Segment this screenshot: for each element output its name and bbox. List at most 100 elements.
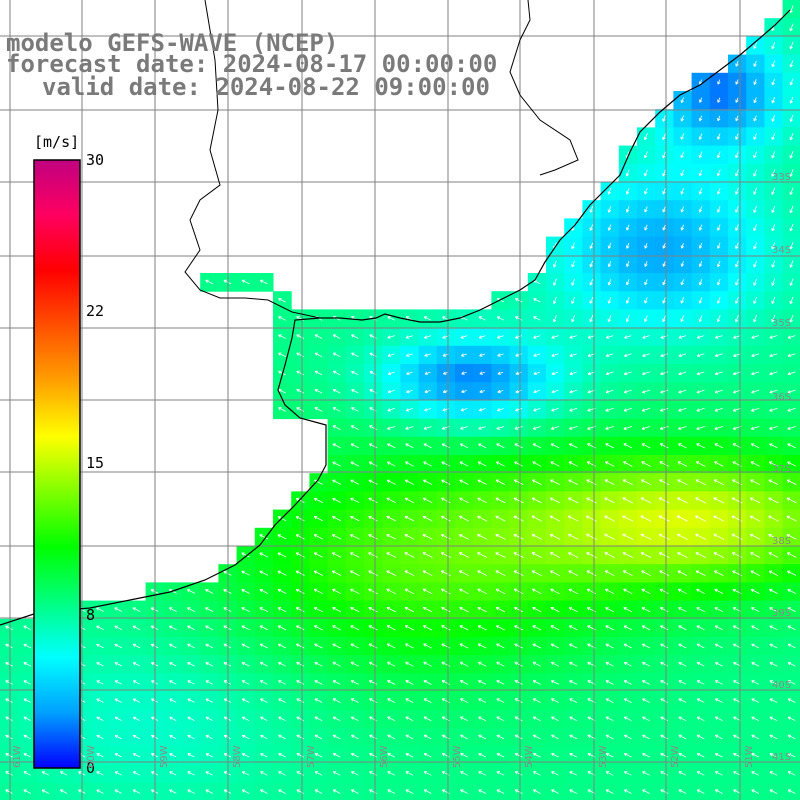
wind-arrow: [296, 753, 304, 758]
wind-arrow: [715, 716, 723, 722]
wind-arrow-head: [750, 443, 754, 447]
wind-arrow: [532, 443, 541, 449]
wind-arrow: [277, 552, 287, 558]
wind-arrow: [608, 279, 612, 286]
wind-arrow: [386, 534, 397, 540]
wind-arrow-head: [350, 443, 354, 447]
wind-arrow: [751, 335, 760, 339]
wind-arrow: [477, 607, 487, 613]
wind-arrow-head: [332, 698, 336, 702]
wind-arrow: [569, 662, 578, 667]
wind-arrow: [551, 426, 560, 430]
wind-arrow: [717, 206, 721, 213]
wind-arrow-head: [332, 443, 335, 447]
wind-arrow-head: [350, 534, 353, 538]
wind-arrow-head: [496, 316, 500, 320]
wind-arrow: [533, 753, 541, 758]
wind-arrow: [571, 314, 575, 323]
wind-cell: [782, 455, 800, 474]
wind-arrow-head: [405, 335, 409, 339]
wind-arrow-head: [479, 373, 483, 375]
wind-arrow-head: [187, 789, 190, 793]
wind-arrow: [514, 771, 523, 776]
wind-arrow: [751, 734, 760, 740]
wind-arrow: [296, 498, 305, 503]
wind-arrow: [787, 753, 796, 758]
wind-arrow: [714, 407, 723, 412]
wind-arrow-head: [223, 643, 226, 647]
wind-arrow: [41, 771, 50, 776]
wind-arrow: [605, 734, 614, 740]
wind-arrow-head: [459, 588, 462, 592]
wind-arrow-head: [735, 264, 739, 268]
wind-arrow: [714, 461, 724, 467]
wind-arrow-head: [660, 662, 663, 666]
wind-arrow: [533, 389, 541, 393]
wind-arrow-head: [787, 607, 790, 611]
wind-arrow: [626, 151, 630, 159]
wind-arrow-head: [717, 81, 721, 85]
wind-arrow-head: [771, 246, 775, 250]
wind-arrow: [478, 643, 487, 649]
wind-arrow-head: [751, 371, 754, 375]
wind-arrow: [5, 680, 13, 685]
wind-arrow-head: [605, 643, 608, 647]
wind-arrow-head: [187, 753, 190, 757]
wind-arrow: [550, 461, 560, 467]
wind-arrow-head: [626, 191, 630, 195]
wind-arrow-head: [735, 118, 739, 122]
wind-arrow: [495, 588, 506, 595]
wind-arrow: [550, 497, 561, 504]
wind-arrow-head: [350, 643, 353, 647]
wind-arrow: [626, 224, 630, 231]
wind-arrow-head: [551, 353, 555, 357]
wind-arrow: [496, 461, 505, 467]
wind-arrow-head: [478, 335, 482, 339]
wind-arrow: [715, 680, 723, 685]
wind-arrow-head: [515, 316, 518, 320]
wind-arrow: [332, 443, 341, 449]
wind-arrow: [295, 589, 305, 594]
wind-arrow-head: [332, 334, 336, 338]
wind-arrow-head: [314, 389, 317, 393]
wind-arrow: [677, 552, 688, 558]
wind-arrow-head: [790, 137, 793, 141]
wind-arrow-head: [424, 355, 428, 357]
wind-arrow: [681, 261, 684, 267]
wind-arrow: [695, 570, 706, 576]
wind-arrow: [133, 716, 140, 721]
wind-arrow-head: [787, 408, 791, 412]
wind-arrow: [96, 625, 104, 631]
wind-arrow: [368, 497, 378, 504]
wind-arrow: [677, 479, 688, 486]
wind-arrow-head: [753, 173, 757, 177]
wind-arrow: [169, 716, 177, 721]
wind-arrow-head: [278, 735, 281, 739]
wind-arrow: [696, 607, 705, 613]
wind-arrow: [497, 408, 504, 411]
wind-arrow-head: [423, 789, 427, 793]
wind-arrow-head: [586, 497, 589, 501]
wind-arrow: [5, 643, 13, 649]
wind-arrow-head: [732, 570, 735, 574]
wind-arrow-head: [553, 301, 557, 305]
wind-arrow-head: [459, 625, 462, 629]
wind-arrow: [350, 552, 360, 558]
wind-arrow: [753, 278, 757, 286]
wind-arrow-head: [478, 316, 482, 320]
wind-arrow: [387, 371, 395, 375]
wind-arrow-head: [331, 552, 335, 556]
wind-arrow: [751, 789, 760, 794]
wind-arrow-head: [677, 461, 681, 465]
wind-arrow: [96, 735, 104, 740]
wind-arrow-head: [733, 771, 736, 775]
wind-arrow: [769, 643, 778, 649]
wind-arrow: [114, 680, 122, 685]
wind-arrow: [404, 552, 415, 558]
wind-arrow: [699, 315, 703, 322]
wind-arrow: [569, 734, 578, 740]
wind-arrow-head: [660, 771, 663, 775]
wind-arrow-head: [771, 210, 775, 214]
wind-arrow: [678, 607, 687, 613]
wind-arrow-head: [241, 607, 244, 611]
